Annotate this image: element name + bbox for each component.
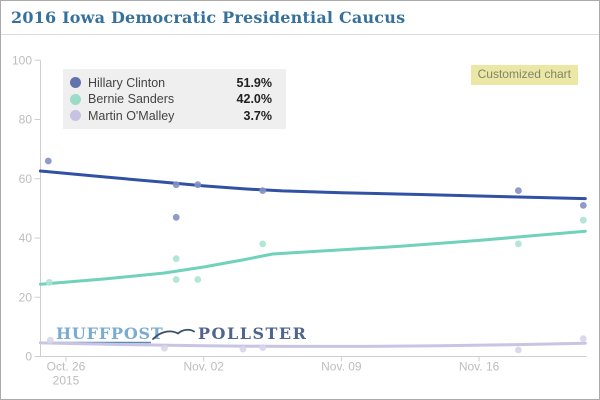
data-point-clinton[interactable]: [44, 157, 52, 165]
page-title: 2016 Iowa Democratic Presidential Caucus: [11, 8, 406, 27]
data-point-clinton[interactable]: [579, 202, 587, 209]
y-tick-label: 60: [19, 172, 33, 186]
trend-line-omalley[interactable]: [38, 341, 587, 348]
data-point-sanders[interactable]: [579, 216, 587, 224]
data-point-sanders[interactable]: [259, 240, 267, 248]
data-point-omalley[interactable]: [259, 344, 267, 351]
x-tick-label: Oct. 26: [47, 360, 86, 374]
legend-swatch-icon: [70, 93, 81, 105]
huffpost-logo-text: HUFFPOST: [56, 324, 164, 343]
data-point-clinton[interactable]: [172, 213, 180, 221]
legend-candidate-name: Hillary Clinton: [88, 75, 166, 90]
legend-swatch-icon: [70, 77, 81, 88]
chart-legend: Hillary Clinton 51.9% Bernie Sanders 42.0% M…: [63, 69, 286, 129]
trend-line-sanders[interactable]: [38, 229, 587, 286]
y-tick-label: 0: [25, 350, 32, 364]
bird-icon: [152, 328, 195, 340]
data-point-sanders[interactable]: [45, 279, 53, 286]
y-tick-label: 20: [19, 290, 33, 304]
data-point-sanders[interactable]: [515, 240, 522, 248]
data-point-omalley[interactable]: [161, 344, 168, 352]
trend-line-clinton[interactable]: [38, 169, 587, 201]
series-sanders: [38, 216, 587, 286]
legend-item-clinton[interactable]: Hillary Clinton 51.9%: [70, 75, 272, 90]
legend-estimate-value: 51.9%: [236, 75, 272, 90]
pollster-logo-text: POLLSTER: [198, 324, 307, 343]
customized-chart-badge: Customized chart: [470, 65, 578, 85]
series-clinton: [38, 157, 587, 221]
legend-estimate-value: 3.7%: [243, 108, 273, 123]
data-point-omalley[interactable]: [46, 336, 54, 344]
data-point-omalley[interactable]: [515, 346, 522, 354]
y-tick-label: 40: [19, 231, 33, 245]
data-point-clinton[interactable]: [259, 187, 267, 195]
legend-candidate-name: Bernie Sanders: [88, 92, 175, 106]
data-point-sanders[interactable]: [172, 276, 180, 283]
legend-item-sanders[interactable]: Bernie Sanders 42.0%: [70, 92, 272, 107]
data-point-clinton[interactable]: [172, 181, 180, 189]
huffpost-pollster-watermark: HUFFPOST POLLSTER: [43, 324, 307, 344]
header-divider: [1, 34, 599, 35]
data-point-omalley[interactable]: [239, 345, 247, 353]
data-point-sanders[interactable]: [194, 276, 202, 283]
x-tick-label: Nov. 02: [183, 360, 224, 374]
data-point-clinton[interactable]: [515, 187, 522, 195]
data-point-sanders[interactable]: [172, 255, 180, 263]
legend-estimate-value: 42.0%: [236, 92, 272, 106]
legend-item-omalley[interactable]: Martin O'Malley 3.7%: [70, 108, 272, 123]
y-tick-label: 80: [19, 113, 33, 127]
x-tick-label: Nov. 09: [321, 360, 362, 374]
legend-swatch-icon: [70, 110, 81, 121]
y-tick-label: 100: [12, 53, 32, 67]
legend-candidate-name: Martin O'Malley: [88, 108, 175, 123]
x-tick-label: Nov. 16: [459, 360, 500, 374]
x-tick-sublabel: 2015: [53, 374, 80, 388]
series-omalley: [38, 335, 587, 354]
data-point-clinton[interactable]: [194, 181, 202, 189]
data-point-omalley[interactable]: [579, 335, 587, 343]
